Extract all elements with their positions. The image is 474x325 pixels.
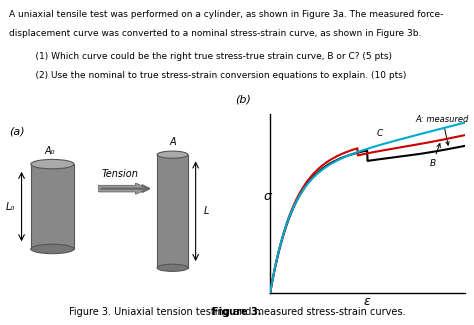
- Text: A₀: A₀: [44, 146, 55, 156]
- Text: C: C: [377, 129, 383, 137]
- Text: (b): (b): [235, 95, 251, 105]
- Text: (a): (a): [9, 126, 25, 136]
- Text: Figure 3.: Figure 3.: [212, 307, 262, 317]
- Ellipse shape: [157, 264, 188, 271]
- Ellipse shape: [157, 151, 188, 158]
- Text: L: L: [204, 206, 209, 216]
- FancyBboxPatch shape: [157, 155, 188, 268]
- Text: A: measured: A: measured: [416, 115, 469, 145]
- Text: A uniaxial tensile test was performed on a cylinder, as shown in Figure 3a. The : A uniaxial tensile test was performed on…: [9, 10, 444, 19]
- Text: (1) Which curve could be the right true stress-true strain curve, B or C? (5 pts: (1) Which curve could be the right true …: [24, 52, 392, 61]
- FancyBboxPatch shape: [31, 164, 74, 249]
- Ellipse shape: [31, 244, 74, 254]
- Ellipse shape: [31, 160, 74, 169]
- X-axis label: ε: ε: [364, 295, 371, 308]
- Text: A: A: [169, 137, 176, 147]
- FancyArrow shape: [99, 183, 148, 194]
- Text: L₀: L₀: [6, 202, 16, 212]
- Text: (2) Use the nominal to true stress-strain conversion equations to explain. (10 p: (2) Use the nominal to true stress-strai…: [24, 72, 406, 81]
- Text: displacement curve was converted to a nominal stress-strain curve, as shown in F: displacement curve was converted to a no…: [9, 29, 422, 38]
- Text: Tension: Tension: [102, 169, 138, 179]
- Text: Figure 3. Uniaxial tension testing and measured stress-strain curves.: Figure 3. Uniaxial tension testing and m…: [69, 307, 405, 317]
- Y-axis label: σ: σ: [264, 190, 271, 203]
- Text: B: B: [429, 144, 440, 168]
